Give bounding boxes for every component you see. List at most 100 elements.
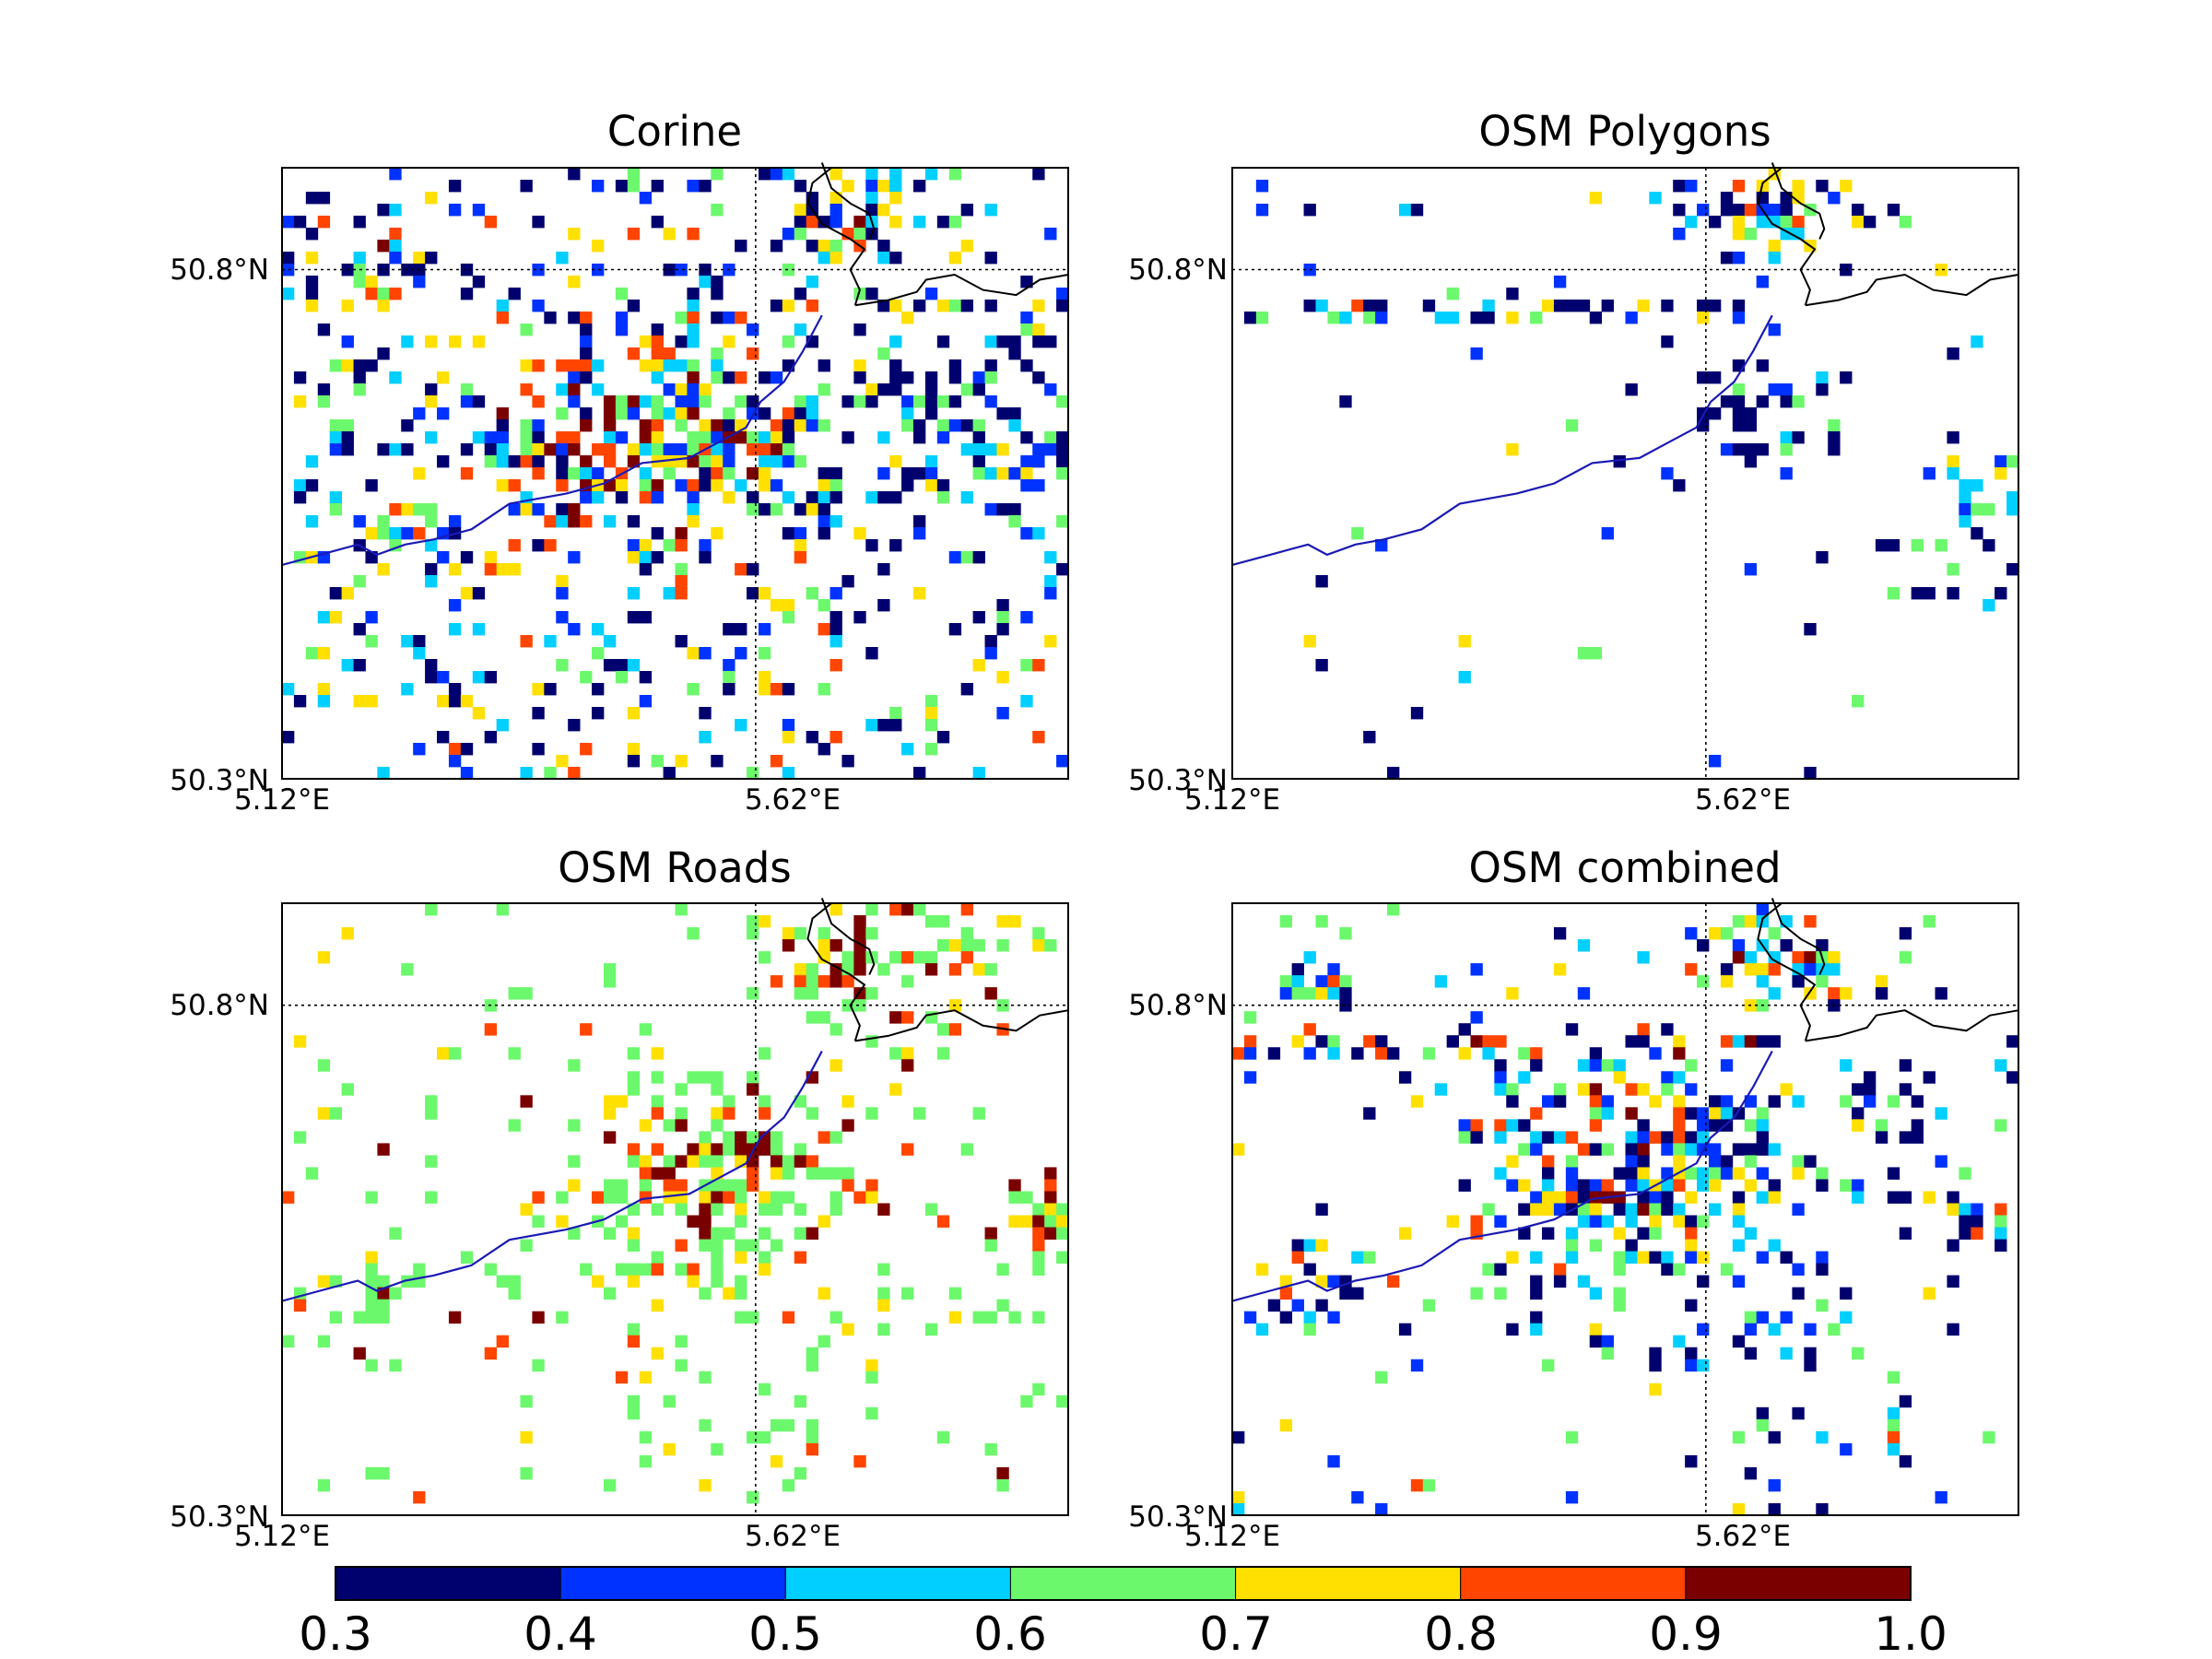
heatmap-cell xyxy=(282,288,295,300)
heatmap-cell xyxy=(532,683,545,696)
heatmap-cell xyxy=(520,324,533,336)
heatmap-cell xyxy=(723,312,735,324)
heatmap-cell xyxy=(627,168,641,181)
heatmap-cell xyxy=(305,192,319,205)
heatmap-cell xyxy=(1685,1107,1698,1120)
heatmap-cell xyxy=(830,587,842,600)
heatmap-cell xyxy=(1375,300,1388,312)
heatmap-cell xyxy=(1994,1059,2007,1072)
heatmap-cell xyxy=(735,623,747,636)
heatmap-cell xyxy=(460,443,474,456)
heatmap-cell xyxy=(448,180,462,193)
heatmap-cell xyxy=(996,915,1009,928)
heatmap-cell xyxy=(972,371,985,384)
heatmap-cell xyxy=(1697,1179,1710,1192)
heatmap-cell xyxy=(1840,1311,1853,1324)
heatmap-cell xyxy=(1601,1107,1614,1120)
heatmap-cell xyxy=(1339,975,1352,988)
heatmap-cell xyxy=(1303,300,1316,312)
heatmap-cell xyxy=(758,623,771,636)
heatmap-cell xyxy=(1434,975,1448,988)
heatmap-cell xyxy=(532,1191,545,1204)
colorbar-segment xyxy=(1009,1566,1237,1601)
heatmap-cell xyxy=(615,1179,629,1192)
heatmap-cell xyxy=(1971,1227,1983,1240)
heatmap-cell xyxy=(758,1095,771,1108)
heatmap-cell xyxy=(1637,1251,1650,1264)
heatmap-cell xyxy=(651,1167,664,1180)
heatmap-cell xyxy=(1971,479,1983,492)
map-frame xyxy=(281,167,1069,780)
heatmap-cell xyxy=(305,252,319,265)
heatmap-cell xyxy=(1056,1251,1069,1264)
heatmap-cell xyxy=(794,216,807,229)
heatmap-cell xyxy=(282,252,295,265)
heatmap-cell xyxy=(675,1083,688,1096)
heatmap-cell xyxy=(1744,1035,1758,1048)
heatmap-cell xyxy=(1565,1430,1579,1444)
heatmap-cell xyxy=(912,951,926,964)
heatmap-cell xyxy=(1589,1047,1603,1060)
heatmap-cell xyxy=(1935,987,1947,1000)
heatmap-cell xyxy=(425,383,438,396)
heatmap-cell xyxy=(1542,1167,1555,1180)
heatmap-cell xyxy=(699,467,712,480)
heatmap-cell xyxy=(1315,1275,1328,1288)
heatmap-cell xyxy=(912,1107,926,1120)
heatmap-cell xyxy=(1601,1059,1614,1072)
heatmap-cell xyxy=(818,1335,830,1348)
heatmap-cell xyxy=(389,371,402,384)
heatmap-cell xyxy=(460,743,474,756)
heatmap-cell xyxy=(1661,1131,1674,1144)
heatmap-cell xyxy=(317,695,331,708)
heatmap-cell xyxy=(2006,563,2019,576)
heatmap-cell xyxy=(806,407,818,420)
heatmap-cell xyxy=(818,1011,830,1024)
ytick-label: 50.8°N xyxy=(170,989,269,1022)
heatmap-cell xyxy=(1744,407,1758,420)
heatmap-cell xyxy=(1661,1023,1674,1036)
heatmap-cell xyxy=(889,371,902,384)
heatmap-cell xyxy=(1840,987,1853,1000)
heatmap-cell xyxy=(472,431,486,444)
heatmap-cell xyxy=(1732,1143,1746,1156)
heatmap-cell xyxy=(936,479,950,492)
heatmap-cell xyxy=(924,719,938,732)
heatmap-cell xyxy=(1506,312,1519,324)
heatmap-cell xyxy=(1959,1167,1971,1180)
heatmap-cell xyxy=(1232,1430,1245,1444)
heatmap-cell xyxy=(520,767,533,780)
heatmap-cell xyxy=(1744,1323,1758,1336)
heatmap-cell xyxy=(758,1382,771,1396)
heatmap-cell xyxy=(806,1227,818,1240)
heatmap-cell xyxy=(651,1047,664,1060)
heatmap-cell xyxy=(1887,1406,1900,1420)
heatmap-cell xyxy=(699,479,712,492)
heatmap-cell xyxy=(1708,755,1722,768)
heatmap-cell xyxy=(615,312,629,324)
heatmap-cell xyxy=(1613,1071,1626,1084)
heatmap-cell xyxy=(663,455,676,468)
heatmap-cell xyxy=(877,1287,890,1300)
heatmap-cell xyxy=(1887,1095,1900,1108)
heatmap-cell xyxy=(627,659,641,672)
heatmap-cell xyxy=(853,963,866,976)
heatmap-cell xyxy=(556,467,569,480)
heatmap-cell xyxy=(615,659,629,672)
heatmap-cell xyxy=(580,312,593,324)
heatmap-cell xyxy=(853,927,866,940)
heatmap-cell xyxy=(1410,707,1424,720)
map-overlay xyxy=(1231,898,2019,1515)
heatmap-cell xyxy=(663,1394,676,1408)
xtick-label: 5.12°E xyxy=(234,1520,330,1553)
heatmap-cell xyxy=(329,431,343,444)
heatmap-cell xyxy=(1482,1047,1495,1060)
heatmap-cell xyxy=(663,1179,676,1192)
heatmap-cell xyxy=(603,1478,617,1492)
heatmap-cell xyxy=(1649,1347,1662,1360)
heatmap-cell xyxy=(639,1191,653,1204)
heatmap-cell xyxy=(723,1143,735,1156)
heatmap-cell xyxy=(936,1023,950,1036)
heatmap-cell xyxy=(1351,1047,1364,1060)
heatmap-cell xyxy=(1339,312,1352,324)
